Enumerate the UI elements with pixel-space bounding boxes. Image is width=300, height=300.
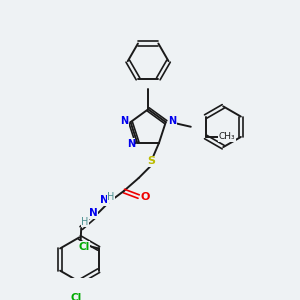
Text: N: N [100,195,109,205]
Text: H: H [107,193,115,202]
Text: Cl: Cl [78,242,89,252]
Text: N: N [120,116,128,126]
Text: Cl: Cl [70,293,81,300]
Text: H: H [81,217,88,226]
Text: N: N [168,116,176,126]
Text: N: N [89,208,98,218]
Text: O: O [140,192,150,202]
Text: CH₃: CH₃ [218,132,235,141]
Text: N: N [127,139,135,149]
Text: S: S [148,156,156,167]
